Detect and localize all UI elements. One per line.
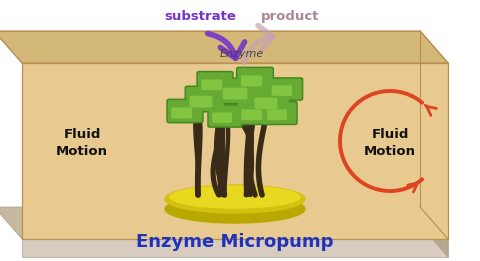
FancyBboxPatch shape xyxy=(198,72,232,94)
FancyBboxPatch shape xyxy=(223,88,248,99)
FancyBboxPatch shape xyxy=(196,71,234,95)
FancyBboxPatch shape xyxy=(201,79,222,90)
FancyBboxPatch shape xyxy=(262,101,298,125)
FancyBboxPatch shape xyxy=(254,98,277,109)
Ellipse shape xyxy=(165,185,305,213)
Polygon shape xyxy=(420,31,448,239)
FancyBboxPatch shape xyxy=(212,112,232,123)
FancyBboxPatch shape xyxy=(218,78,262,104)
FancyBboxPatch shape xyxy=(267,77,303,101)
Text: Fluid
Motion: Fluid Motion xyxy=(56,128,108,158)
FancyBboxPatch shape xyxy=(186,87,224,111)
Text: Enzyme Micropump: Enzyme Micropump xyxy=(136,233,334,251)
FancyBboxPatch shape xyxy=(190,96,212,108)
FancyArrowPatch shape xyxy=(208,34,245,58)
FancyBboxPatch shape xyxy=(168,100,202,122)
FancyBboxPatch shape xyxy=(251,90,289,112)
FancyBboxPatch shape xyxy=(272,85,292,96)
Text: Fluid
Motion: Fluid Motion xyxy=(364,128,416,158)
FancyBboxPatch shape xyxy=(238,68,273,90)
FancyBboxPatch shape xyxy=(209,106,241,126)
FancyBboxPatch shape xyxy=(166,99,204,123)
FancyBboxPatch shape xyxy=(219,79,261,103)
Ellipse shape xyxy=(165,195,305,223)
FancyBboxPatch shape xyxy=(241,75,262,86)
FancyBboxPatch shape xyxy=(241,109,262,120)
Text: substrate: substrate xyxy=(164,10,236,23)
FancyBboxPatch shape xyxy=(236,101,274,125)
Polygon shape xyxy=(0,207,448,239)
FancyBboxPatch shape xyxy=(264,102,296,124)
FancyBboxPatch shape xyxy=(268,79,302,99)
Ellipse shape xyxy=(170,186,300,208)
Text: product: product xyxy=(261,10,319,23)
FancyBboxPatch shape xyxy=(184,86,226,112)
Polygon shape xyxy=(22,63,448,239)
FancyBboxPatch shape xyxy=(171,108,192,118)
Polygon shape xyxy=(420,207,448,257)
Text: Enzyme: Enzyme xyxy=(220,49,264,59)
FancyBboxPatch shape xyxy=(207,104,243,128)
FancyBboxPatch shape xyxy=(250,88,290,114)
FancyArrowPatch shape xyxy=(244,26,273,62)
FancyBboxPatch shape xyxy=(238,102,272,124)
Polygon shape xyxy=(22,239,448,257)
FancyBboxPatch shape xyxy=(267,109,287,120)
FancyBboxPatch shape xyxy=(236,67,274,91)
Polygon shape xyxy=(0,31,448,63)
